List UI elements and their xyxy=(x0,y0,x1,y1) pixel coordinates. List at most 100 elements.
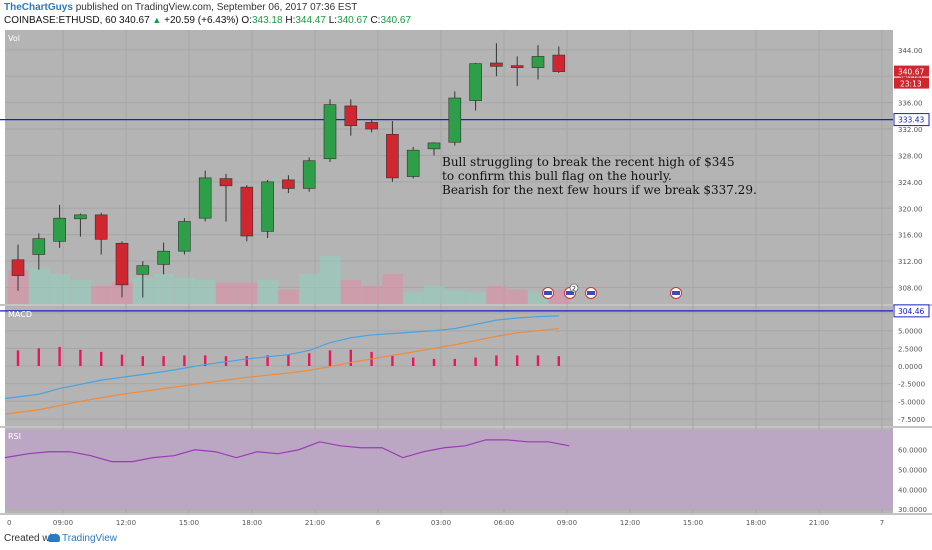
volume-bar xyxy=(216,282,237,304)
candle-body xyxy=(302,160,316,189)
x-tick-label-start: 0 xyxy=(7,519,11,527)
macd-histogram-bar xyxy=(412,357,415,366)
ohlc-line: COINBASE:ETHUSD, 60 340.67 ▲ +20.59 (+6.… xyxy=(4,15,411,26)
y-tick-label: 320.00 xyxy=(898,205,923,213)
macd-histogram-bar xyxy=(536,355,540,366)
macd-histogram-bar xyxy=(162,356,165,366)
annotation-text: Bull struggling to break the recent high… xyxy=(442,155,735,169)
event-count-label: 2 xyxy=(572,285,576,293)
macd-histogram-bar xyxy=(120,354,124,366)
x-tick-label: 06:00 xyxy=(494,519,514,527)
panel-background-0 xyxy=(5,30,893,304)
candle-body xyxy=(510,65,524,68)
candle-body xyxy=(344,105,358,127)
x-tick-label: 6 xyxy=(376,519,381,527)
candle-body xyxy=(94,214,108,240)
y-tick-label: 344.00 xyxy=(898,47,923,55)
volume-bar xyxy=(236,282,258,304)
author-name[interactable]: TheChartGuys xyxy=(4,2,73,13)
macd-histogram-bar xyxy=(37,348,40,366)
candle-body xyxy=(219,178,233,187)
price-change: +20.59 (+6.43%) xyxy=(164,15,239,26)
x-tick-label: 7 xyxy=(880,519,884,527)
chart-area[interactable]: 344.00 340.00 336.00 332.00 328.00 324.00 320.… xyxy=(0,30,932,530)
candle-body xyxy=(11,259,25,276)
macd-histogram-bar xyxy=(224,356,228,366)
low-label: L: xyxy=(328,15,338,26)
x-tick-label: 15:00 xyxy=(683,519,703,527)
candle-body xyxy=(406,149,420,177)
level-price-tag xyxy=(893,113,930,127)
countdown-tag xyxy=(894,77,929,89)
level-price-label: 304.46 xyxy=(898,307,924,316)
volume-bar xyxy=(465,292,487,304)
volume-bar xyxy=(507,289,528,304)
macd-histogram-bar xyxy=(391,355,394,366)
y-tick-label: 324.00 xyxy=(898,179,923,187)
volume-bar xyxy=(195,280,216,304)
candle-body xyxy=(32,238,46,255)
low-value: 340.67 xyxy=(337,15,368,26)
candle-body xyxy=(490,62,503,67)
event-count-badge xyxy=(569,283,579,293)
volume-label: Vol xyxy=(8,34,20,43)
candle-body xyxy=(178,221,191,252)
last-price-label: 340.67 xyxy=(898,68,924,77)
y-tick-label: 336.00 xyxy=(898,100,923,108)
y-tick-label: 30.0000 xyxy=(898,506,927,514)
macd-histogram-bar xyxy=(287,354,290,366)
x-tick-label: 21:00 xyxy=(809,519,829,527)
volume-bar xyxy=(174,277,195,304)
candle-body xyxy=(74,214,87,220)
candle-body xyxy=(240,186,254,237)
created-with-text: Created with xyxy=(4,533,61,544)
macd-histogram-bar xyxy=(100,351,103,366)
y-tick-label: -5.0000 xyxy=(898,398,925,406)
macd-histogram-bar xyxy=(349,349,352,366)
candle-body xyxy=(448,97,462,143)
y-tick-label: -2.5000 xyxy=(898,381,925,389)
volume-bar xyxy=(361,286,383,304)
macd-histogram-bar xyxy=(308,353,311,366)
macd-histogram-bar xyxy=(474,357,477,366)
x-tick-label: 09:00 xyxy=(557,519,577,527)
candle-body xyxy=(552,54,566,72)
high-value: 344.47 xyxy=(295,15,326,26)
y-tick-label: 50.0000 xyxy=(898,467,927,475)
chart-header: TheChartGuys published on TradingView.co… xyxy=(0,0,932,30)
last-price: 340.67 xyxy=(119,15,150,26)
y-tick-label: 0.0000 xyxy=(898,363,923,371)
macd-histogram-bar xyxy=(453,358,456,366)
price-axis-2 xyxy=(893,428,932,513)
candle-body xyxy=(198,177,212,219)
macd-histogram-bar xyxy=(58,346,61,366)
y-tick-label: 60.0000 xyxy=(898,447,927,455)
open-value: 343.18 xyxy=(251,15,283,26)
volume-bar xyxy=(257,280,279,304)
rsi-label: RSI xyxy=(8,432,21,441)
candle-body xyxy=(53,217,66,242)
macd-histogram-bar xyxy=(495,355,498,366)
x-tick-label: 21:00 xyxy=(305,519,325,527)
macd-histogram-bar xyxy=(183,355,186,366)
symbol-label: COINBASE:ETHUSD, 60 xyxy=(4,15,117,26)
tradingview-brand[interactable]: TradingView xyxy=(62,533,118,544)
rsi-line xyxy=(4,439,570,463)
volume-bar xyxy=(28,268,50,304)
y-tick-label: 2.5000 xyxy=(898,345,923,353)
y-tick-label: 332.00 xyxy=(898,126,923,134)
candle-body xyxy=(469,63,482,101)
volume-bar xyxy=(278,289,299,304)
y-tick-label: 5.0000 xyxy=(898,328,923,336)
volume-bar xyxy=(424,286,445,304)
macd-line xyxy=(4,315,559,400)
macd-histogram-bar xyxy=(266,355,269,366)
event-flag-stripe xyxy=(672,291,680,295)
candle-body xyxy=(136,265,150,275)
candle-body xyxy=(282,179,295,189)
macd-label: MACD xyxy=(8,310,32,319)
x-tick-label: 18:00 xyxy=(242,519,262,527)
volume-bar xyxy=(444,289,466,304)
last-price-tag xyxy=(894,65,929,77)
publish-line: TheChartGuys published on TradingView.co… xyxy=(4,2,357,13)
